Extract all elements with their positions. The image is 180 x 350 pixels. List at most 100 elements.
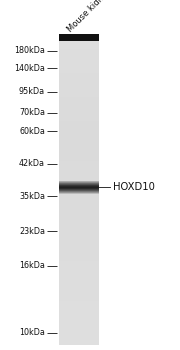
- Bar: [59, 160, 99, 161]
- Bar: [59, 52, 99, 53]
- Bar: [59, 267, 99, 268]
- Bar: [59, 344, 99, 345]
- Bar: [59, 122, 99, 124]
- Text: Mouse kidney: Mouse kidney: [66, 0, 113, 34]
- Bar: [59, 91, 99, 92]
- Bar: [59, 115, 99, 116]
- Bar: [59, 58, 99, 60]
- Bar: [59, 193, 99, 194]
- Bar: [59, 59, 99, 61]
- Bar: [59, 237, 99, 239]
- Bar: [59, 98, 99, 99]
- Bar: [59, 193, 99, 194]
- Bar: [59, 86, 99, 87]
- Bar: [59, 138, 99, 139]
- Bar: [59, 271, 99, 272]
- Bar: [59, 208, 99, 209]
- Text: 10kDa: 10kDa: [19, 328, 45, 337]
- Bar: [59, 132, 99, 133]
- Bar: [59, 310, 99, 311]
- Bar: [59, 168, 99, 169]
- Bar: [59, 218, 99, 219]
- Bar: [59, 333, 99, 335]
- Bar: [59, 304, 99, 305]
- Bar: [59, 58, 99, 59]
- Bar: [59, 242, 99, 243]
- Bar: [59, 308, 99, 309]
- Bar: [59, 314, 99, 315]
- Bar: [59, 283, 99, 284]
- Bar: [59, 241, 99, 242]
- Bar: [59, 139, 99, 140]
- Bar: [59, 309, 99, 310]
- Bar: [59, 135, 99, 137]
- Bar: [59, 75, 99, 76]
- Bar: [59, 163, 99, 164]
- Bar: [59, 133, 99, 134]
- Bar: [59, 234, 99, 236]
- Bar: [59, 289, 99, 290]
- Bar: [59, 266, 99, 267]
- Bar: [59, 167, 99, 168]
- Bar: [59, 80, 99, 81]
- Bar: [59, 176, 99, 177]
- Bar: [59, 257, 99, 258]
- Bar: [59, 215, 99, 216]
- Bar: [59, 334, 99, 335]
- Bar: [59, 110, 99, 111]
- Bar: [59, 329, 99, 330]
- Bar: [59, 265, 99, 266]
- Bar: [59, 287, 99, 288]
- Bar: [59, 329, 99, 331]
- Bar: [59, 295, 99, 296]
- Bar: [59, 106, 99, 107]
- Bar: [59, 99, 99, 100]
- Bar: [59, 51, 99, 52]
- Bar: [59, 56, 99, 57]
- Bar: [59, 97, 99, 98]
- Bar: [59, 202, 99, 203]
- Bar: [59, 184, 99, 185]
- Bar: [59, 75, 99, 76]
- Bar: [59, 227, 99, 228]
- Bar: [59, 307, 99, 309]
- Bar: [59, 301, 99, 302]
- Bar: [59, 159, 99, 160]
- Bar: [59, 78, 99, 79]
- Bar: [59, 47, 99, 48]
- Bar: [59, 183, 99, 184]
- Bar: [59, 136, 99, 137]
- Bar: [59, 82, 99, 83]
- Bar: [59, 218, 99, 219]
- Bar: [59, 300, 99, 301]
- Bar: [59, 222, 99, 223]
- Bar: [59, 128, 99, 130]
- Bar: [59, 301, 99, 302]
- Bar: [59, 293, 99, 294]
- Text: 16kDa: 16kDa: [19, 261, 45, 271]
- Bar: [59, 111, 99, 112]
- Bar: [59, 165, 99, 166]
- Bar: [59, 95, 99, 96]
- Bar: [59, 183, 99, 184]
- Bar: [59, 324, 99, 325]
- Bar: [59, 183, 99, 184]
- Bar: [59, 158, 99, 159]
- Bar: [59, 156, 99, 157]
- Bar: [59, 150, 99, 151]
- Bar: [59, 276, 99, 277]
- Bar: [59, 281, 99, 283]
- Bar: [59, 145, 99, 146]
- Bar: [59, 77, 99, 78]
- Bar: [59, 64, 99, 65]
- Bar: [59, 206, 99, 207]
- Bar: [59, 313, 99, 314]
- Bar: [59, 294, 99, 296]
- Bar: [59, 181, 99, 182]
- Bar: [59, 41, 99, 42]
- Bar: [59, 34, 99, 41]
- Text: 42kDa: 42kDa: [19, 159, 45, 168]
- Bar: [59, 93, 99, 94]
- Bar: [59, 125, 99, 126]
- Bar: [59, 131, 99, 132]
